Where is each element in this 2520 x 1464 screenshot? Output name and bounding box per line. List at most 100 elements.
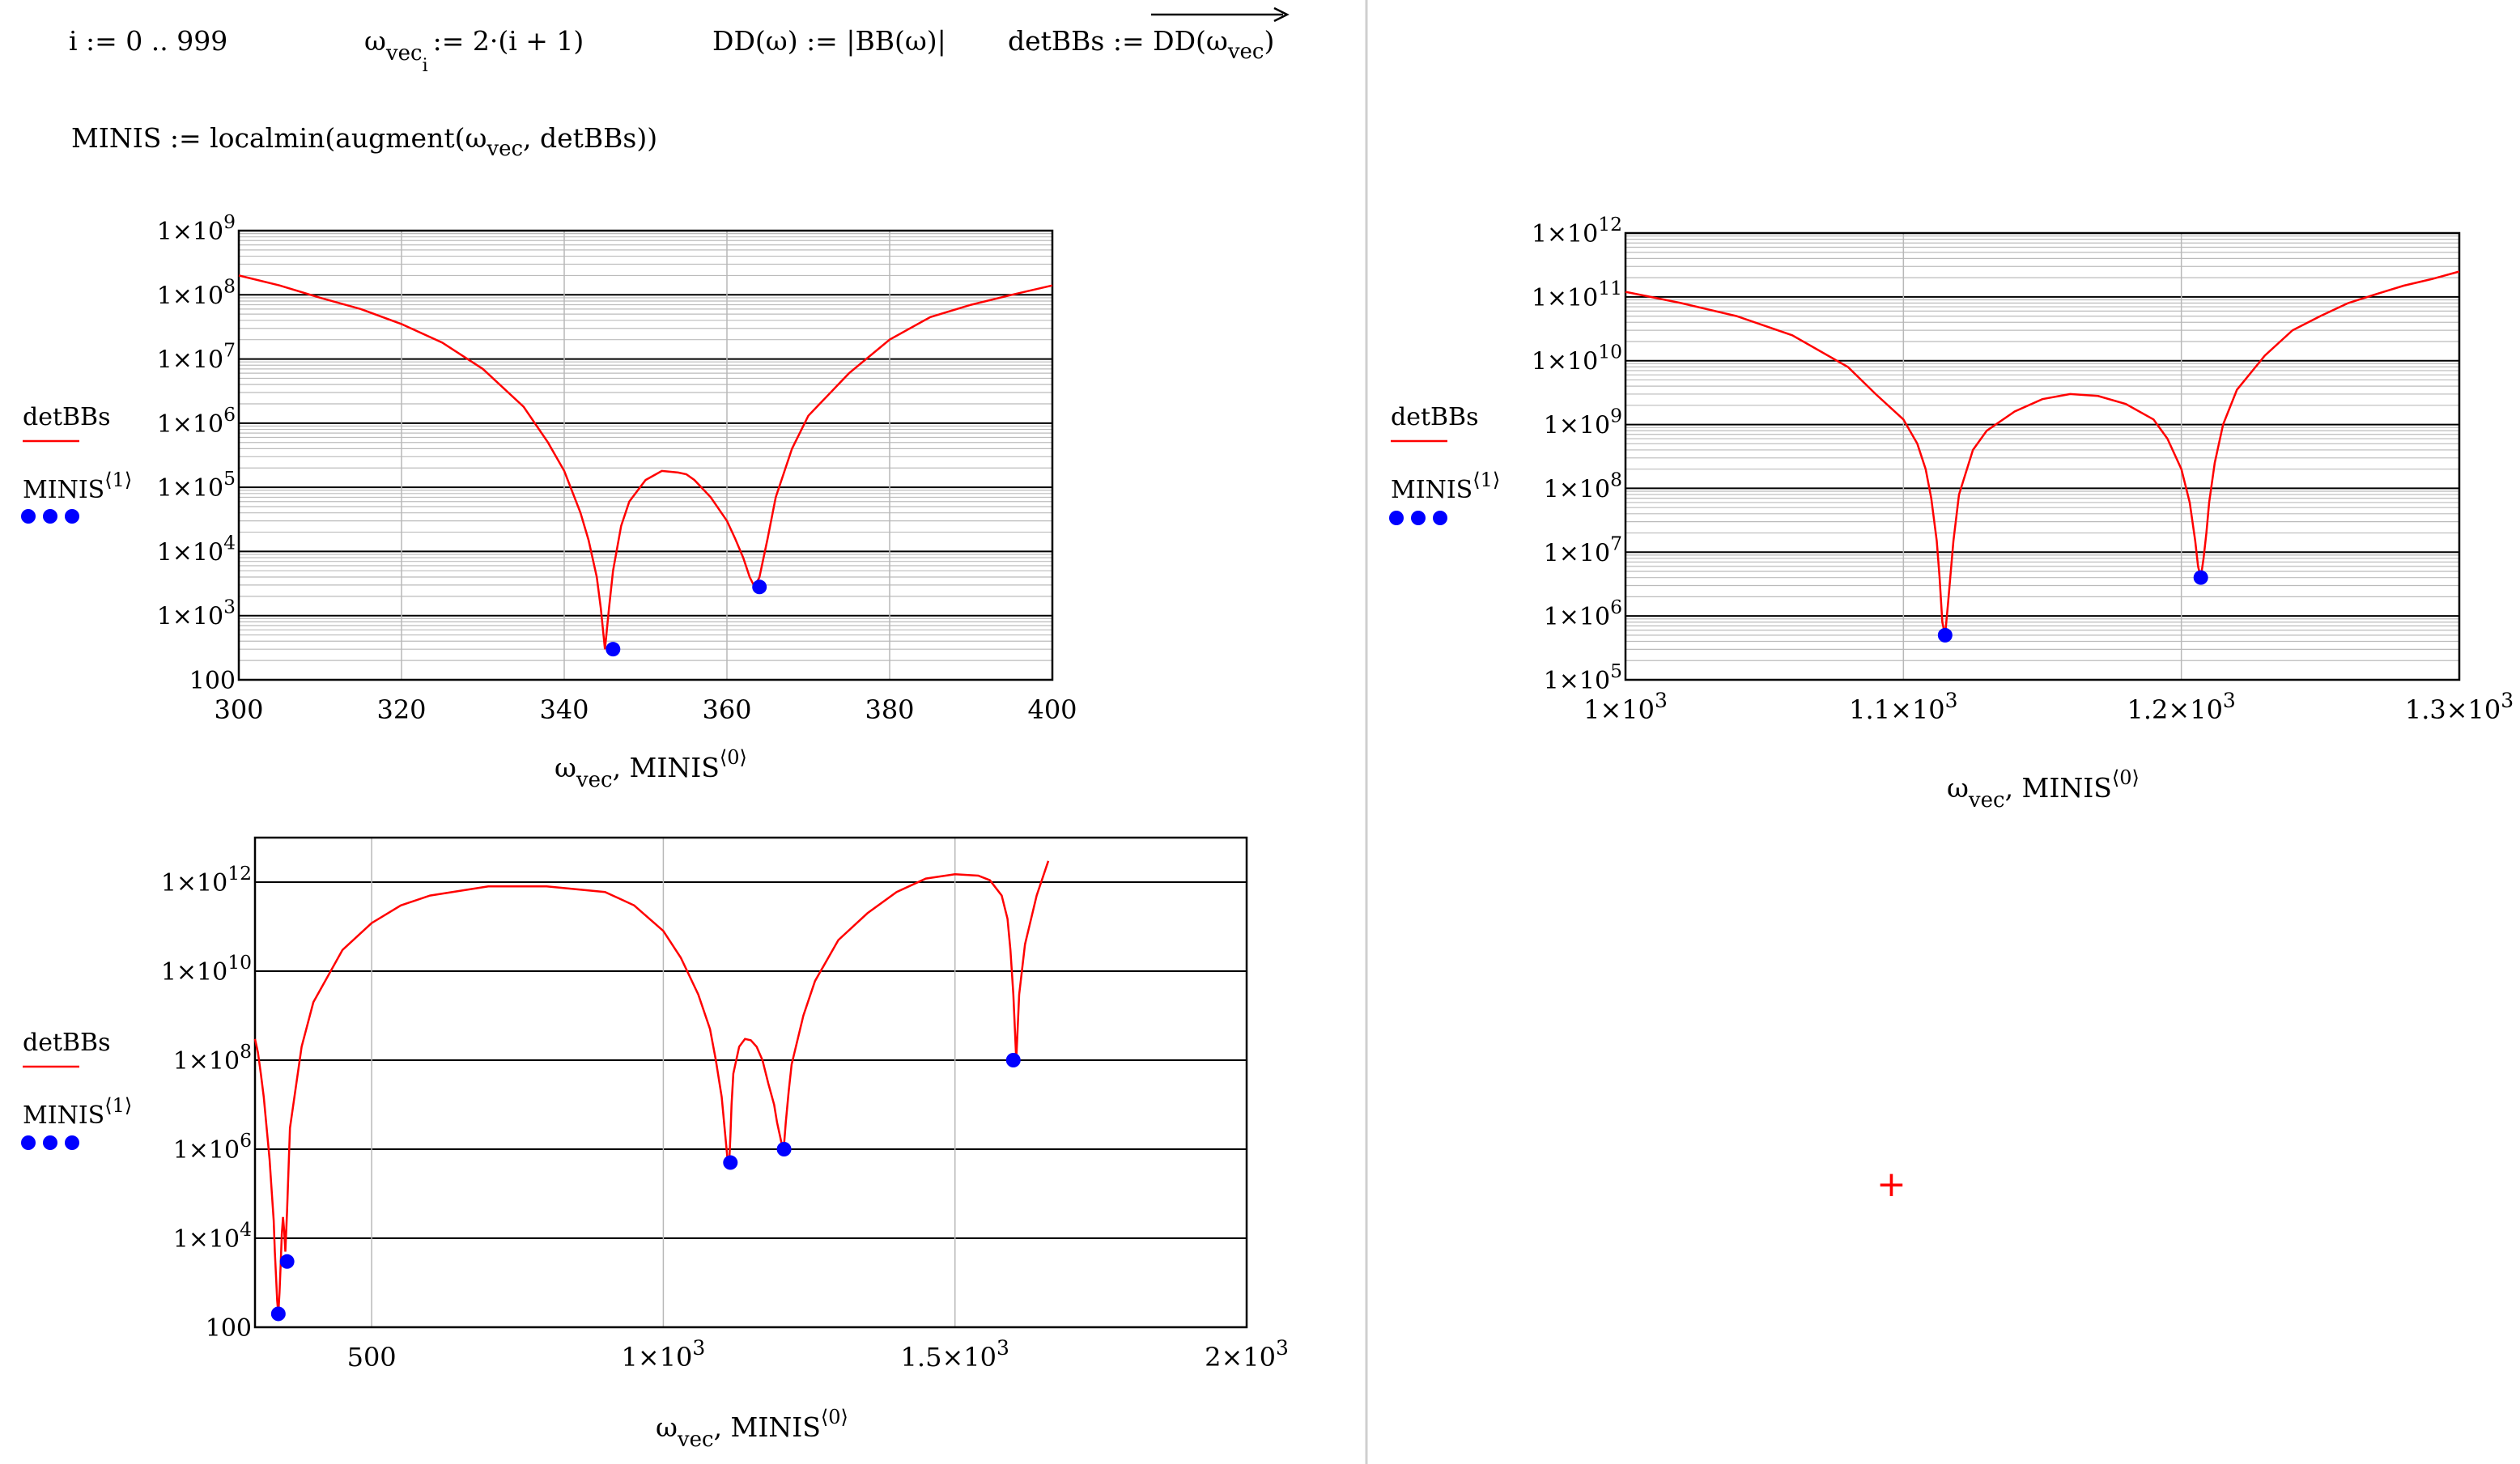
graph-2[interactable]: 1×1012 1×1011 1×1010 1×109 1×108 1×107 1×106 1×… xyxy=(1389,213,2514,813)
graph-1-grid xyxy=(239,230,1052,681)
graph-3-minima xyxy=(270,1053,1021,1322)
legend-curve-label: detBBs xyxy=(23,1029,111,1057)
y-tick-label: 1×103 xyxy=(157,596,236,631)
local-min-point xyxy=(1937,627,1953,643)
vectorize-arrow-head xyxy=(1273,6,1290,23)
minis-arg1: ω xyxy=(465,122,487,154)
omega-rhs: := 2·(i + 1) xyxy=(433,25,584,57)
graph-3[interactable]: 1×1012 1×1010 1×108 1×106 1×104 100 500 1×103 1… xyxy=(21,836,1289,1452)
graph-1-frame xyxy=(237,229,1054,681)
graph-1-x-axis-label: ωvec, MINIS⟨0⟩ xyxy=(555,746,747,792)
graph-3-frame xyxy=(253,836,1248,1329)
graph-2-frame xyxy=(1624,231,2461,681)
det-arg: ω xyxy=(1206,25,1228,57)
y-tick-label: 1×1012 xyxy=(1532,213,1622,248)
y-tick-label: 1×107 xyxy=(1544,532,1622,567)
y-tick-label: 1×109 xyxy=(157,210,236,246)
local-min-point xyxy=(752,579,767,595)
legend-point-1 xyxy=(21,1135,36,1150)
y-tick-label: 1×106 xyxy=(157,403,236,439)
graph-3-x-ticks: 500 1×103 1.5×103 2×103 xyxy=(347,1336,1289,1373)
local-min-point xyxy=(606,642,621,657)
graph-2-grid xyxy=(1625,232,2459,681)
graph-1-legend: detBBs MINIS⟨1⟩ xyxy=(21,403,132,524)
close-paren: ) xyxy=(1264,25,1274,57)
y-tick-label: 1×108 xyxy=(1544,468,1622,503)
graph-1-minima xyxy=(606,579,767,657)
y-tick-label: 1×108 xyxy=(157,274,236,310)
legend-point-3 xyxy=(65,509,79,524)
graph-2-legend: detBBs MINIS⟨1⟩ xyxy=(1389,403,1500,525)
y-tick-label: 1×106 xyxy=(1544,596,1622,631)
x-tick-label: 340 xyxy=(539,694,589,725)
local-min-point xyxy=(279,1254,295,1269)
graph-2-x-ticks: 1×103 1.1×103 1.2×103 1.3×103 xyxy=(1583,689,2514,725)
y-tick-label: 1×107 xyxy=(157,339,236,375)
graph-2-y-ticks: 1×1012 1×1011 1×1010 1×109 1×108 1×107 1×106 1×… xyxy=(1532,213,1622,695)
minis-lhs: MINIS := localmin(augment( xyxy=(71,122,465,154)
x-tick-label: 1.1×103 xyxy=(1849,689,1957,725)
y-tick-label: 1×1010 xyxy=(161,951,252,987)
x-tick-label: 320 xyxy=(376,694,426,725)
y-tick-label: 1×104 xyxy=(173,1218,252,1254)
graph-2-curve xyxy=(1625,270,2460,636)
local-min-point xyxy=(723,1155,738,1170)
legend-point-3 xyxy=(65,1135,79,1150)
detbbs-lhs: detBBs := xyxy=(1008,25,1153,57)
range-definition[interactable]: i := 0 .. 999 xyxy=(69,25,227,57)
y-tick-label: 1×1010 xyxy=(1532,341,1622,376)
x-tick-label: 360 xyxy=(702,694,751,725)
legend-point-1 xyxy=(1389,511,1404,525)
graph-2-minima xyxy=(1937,570,2208,643)
local-min-point xyxy=(776,1142,792,1156)
x-tick-label: 1.3×103 xyxy=(2405,689,2514,725)
graph-1-curve xyxy=(238,274,1053,650)
x-tick-label: 1×103 xyxy=(622,1336,706,1373)
x-tick-label: 500 xyxy=(347,1342,397,1373)
legend-point-2 xyxy=(43,509,57,524)
graph-3-y-ticks: 1×1012 1×1010 1×108 1×106 1×104 100 xyxy=(161,862,252,1343)
legend-point-2 xyxy=(43,1135,57,1150)
graph-3-legend: detBBs MINIS⟨1⟩ xyxy=(21,1029,132,1150)
local-min-point xyxy=(1005,1053,1021,1067)
y-tick-label: 1×104 xyxy=(157,531,236,567)
legend-points-label: MINIS⟨1⟩ xyxy=(1391,469,1500,504)
legend-point-1 xyxy=(21,509,36,524)
dd-function: DD xyxy=(1153,25,1196,57)
legend-curve-label: detBBs xyxy=(1391,403,1479,431)
detbbs-definition[interactable]: detBBs := DD(ωvec) xyxy=(1008,6,1290,64)
graph-2-x-axis-label: ωvec, MINIS⟨0⟩ xyxy=(1947,766,2140,813)
legend-points-label: MINIS⟨1⟩ xyxy=(23,1094,132,1130)
legend-points-label: MINIS⟨1⟩ xyxy=(23,469,132,504)
insertion-cursor-icon[interactable]: + xyxy=(1876,1164,1906,1205)
omega-sub-subscript: i xyxy=(423,56,428,76)
y-tick-label: 100 xyxy=(189,667,236,695)
minis-definition[interactable]: MINIS := localmin(augment(ωvec, detBBs)) xyxy=(71,122,657,161)
graph-1-x-ticks: 300 320 340 360 380 400 xyxy=(214,694,1077,725)
x-tick-label: 1.5×103 xyxy=(901,1336,1009,1373)
y-tick-label: 1×108 xyxy=(173,1040,252,1076)
legend-point-3 xyxy=(1433,511,1447,525)
omega-definition[interactable]: ωveci:= 2·(i + 1) xyxy=(364,25,584,76)
x-tick-label: 380 xyxy=(865,694,914,725)
x-tick-label: 2×103 xyxy=(1205,1336,1289,1373)
x-tick-label: 300 xyxy=(214,694,263,725)
graph-1-y-ticks: 1×109 1×108 1×107 1×106 1×105 1×104 1×103 100 xyxy=(157,210,236,695)
open-paren: ( xyxy=(1196,25,1206,57)
local-min-point xyxy=(2193,570,2208,585)
graph-3-curve xyxy=(253,860,1050,1314)
legend-curve-label: detBBs xyxy=(23,403,111,431)
y-tick-label: 1×105 xyxy=(1544,660,1622,695)
local-min-point xyxy=(270,1306,286,1322)
y-tick-label: 1×109 xyxy=(1544,405,1622,440)
graph-3-grid xyxy=(255,838,1247,1328)
graph-1[interactable]: 1×109 1×108 1×107 1×106 1×105 1×104 1×103 100 3… xyxy=(21,210,1077,792)
det-arg-subscript: vec xyxy=(1227,40,1264,64)
dd-definition[interactable]: DD(ω) := |BB(ω)| xyxy=(712,25,946,57)
legend-point-2 xyxy=(1411,511,1426,525)
y-tick-label: 100 xyxy=(206,1314,252,1343)
y-tick-label: 1×106 xyxy=(173,1129,252,1165)
y-tick-label: 1×1011 xyxy=(1532,277,1622,312)
svg-text:detBBs := DD(ωvec): detBBs := DD(ωvec) xyxy=(1008,25,1274,64)
